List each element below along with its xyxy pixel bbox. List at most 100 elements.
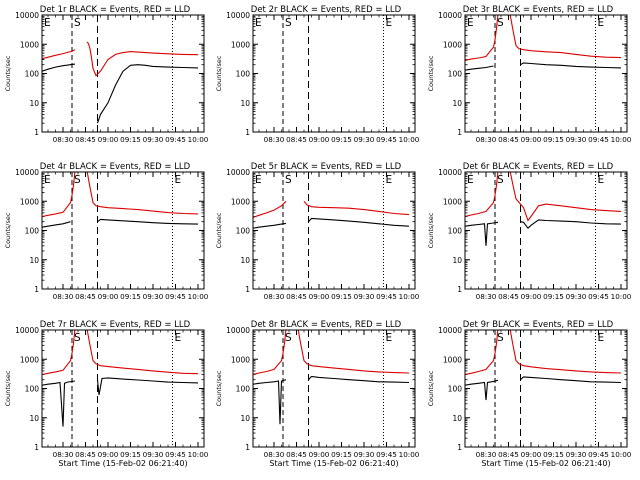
panel-title: Det 9r BLACK = Events, RED = LLD xyxy=(463,320,614,330)
y-tick-label: 10000 xyxy=(438,11,462,20)
marker-label: S xyxy=(497,174,504,186)
events-series-line xyxy=(520,62,622,69)
y-tick-label: 10000 xyxy=(226,11,250,20)
marker-label: E xyxy=(175,332,182,344)
events-series-line xyxy=(520,376,622,384)
x-tick-label: 09:30 xyxy=(566,292,587,301)
y-tick-label: 1 xyxy=(457,285,462,294)
marker-label: E xyxy=(386,17,393,29)
events-series-line xyxy=(42,380,76,427)
x-tick-label: 09:15 xyxy=(331,292,352,301)
y-tick-label: 10000 xyxy=(226,168,250,177)
x-tick-label: 09:30 xyxy=(566,450,587,459)
x-tick-label: 10:00 xyxy=(399,135,420,144)
x-tick-label: 08:45 xyxy=(75,135,96,144)
x-tick-label: 09:30 xyxy=(143,450,164,459)
x-tick-label: 08:45 xyxy=(498,135,519,144)
detector-panel-3: Det 3r BLACK = Events, RED = LLD Counts/s… xyxy=(427,5,632,144)
marker-label: E xyxy=(598,332,605,344)
events-series-line xyxy=(97,218,199,225)
marker-label: S xyxy=(497,332,504,344)
x-tick-label: 09:00 xyxy=(98,292,119,301)
y-tick-label: 10 xyxy=(452,414,462,423)
marker-label: S xyxy=(74,17,81,29)
panel-title: Det 6r BLACK = Events, RED = LLD xyxy=(463,162,614,172)
y-tick-label: 10 xyxy=(452,256,462,265)
lld-series-line xyxy=(86,41,199,77)
plot-frame xyxy=(41,329,205,448)
x-tick-label: 09:00 xyxy=(521,135,542,144)
y-tick-label: 10 xyxy=(240,99,250,108)
plot-frame xyxy=(252,171,416,290)
x-tick-label: 09:00 xyxy=(309,135,330,144)
marker-label: E xyxy=(255,17,262,29)
y-tick-label: 10000 xyxy=(438,326,462,335)
marker-label: S xyxy=(74,332,81,344)
x-tick-label: 08:30 xyxy=(476,450,497,459)
x-tick-label: 09:45 xyxy=(588,450,609,459)
panel-title: Det 5r BLACK = Events, RED = LLD xyxy=(251,162,402,172)
lld-series-line xyxy=(509,172,622,222)
x-tick-label: 08:30 xyxy=(264,450,285,459)
x-tick-label: 09:45 xyxy=(165,292,186,301)
y-axis-label: Counts/sec xyxy=(4,370,12,406)
panel-title: Det 2r BLACK = Events, RED = LLD xyxy=(251,5,402,15)
events-series-line xyxy=(465,221,499,246)
marker-label: E xyxy=(386,332,393,344)
y-tick-label: 1 xyxy=(457,128,462,137)
y-tick-label: 10 xyxy=(29,256,39,265)
marker-label: E xyxy=(467,174,474,186)
x-tick-label: 09:15 xyxy=(331,135,352,144)
y-axis-label: Counts/sec xyxy=(427,370,435,406)
y-tick-label: 1000 xyxy=(443,197,462,206)
x-tick-label: 09:15 xyxy=(543,292,564,301)
x-tick-label: 08:30 xyxy=(53,135,74,144)
lld-series-line xyxy=(297,330,410,374)
y-tick-label: 100 xyxy=(448,385,463,394)
y-tick-label: 10 xyxy=(240,414,250,423)
x-tick-label: 09:00 xyxy=(521,450,542,459)
marker-label: E xyxy=(386,174,393,186)
y-tick-label: 10000 xyxy=(15,168,39,177)
x-tick-label: 08:30 xyxy=(476,135,497,144)
x-tick-label: 09:45 xyxy=(376,292,397,301)
events-series-line xyxy=(96,64,199,124)
x-tick-label: 09:15 xyxy=(120,135,141,144)
events-series-line xyxy=(253,379,287,425)
x-tick-label: 09:00 xyxy=(98,450,119,459)
x-tick-label: 10:00 xyxy=(188,135,209,144)
marker-label: E xyxy=(467,17,474,29)
y-tick-label: 1 xyxy=(245,128,250,137)
x-axis-label: Start Time (15-Feb-02 06:21:40) xyxy=(481,459,610,468)
x-tick-label: 10:00 xyxy=(611,292,632,301)
marker-label: E xyxy=(175,174,182,186)
plot-frame xyxy=(464,171,628,290)
x-tick-label: 09:45 xyxy=(376,450,397,459)
x-tick-label: 08:30 xyxy=(53,450,74,459)
y-tick-label: 10000 xyxy=(438,168,462,177)
events-series-line xyxy=(465,379,499,401)
y-tick-label: 1000 xyxy=(231,197,250,206)
x-tick-label: 08:45 xyxy=(286,135,307,144)
x-tick-label: 10:00 xyxy=(611,450,632,459)
x-tick-label: 08:30 xyxy=(264,135,285,144)
lld-series-line xyxy=(42,172,76,218)
y-tick-label: 1000 xyxy=(20,355,39,364)
y-axis-label: Counts/sec xyxy=(215,370,223,406)
lld-series-line xyxy=(42,330,76,376)
y-tick-label: 10 xyxy=(29,99,39,108)
y-tick-label: 1000 xyxy=(443,355,462,364)
events-series-line xyxy=(42,221,71,228)
x-tick-label: 09:30 xyxy=(566,135,587,144)
y-tick-label: 10000 xyxy=(226,326,250,335)
x-tick-label: 08:45 xyxy=(75,450,96,459)
y-tick-label: 1 xyxy=(34,443,39,452)
x-tick-label: 09:00 xyxy=(309,292,330,301)
x-tick-label: 09:30 xyxy=(354,135,375,144)
panel-title: Det 3r BLACK = Events, RED = LLD xyxy=(463,5,614,15)
events-series-line xyxy=(465,65,494,71)
detector-panel-6: Det 6r BLACK = Events, RED = LLD Counts/s… xyxy=(427,162,632,301)
y-tick-label: 10 xyxy=(29,414,39,423)
x-tick-label: 10:00 xyxy=(399,450,420,459)
